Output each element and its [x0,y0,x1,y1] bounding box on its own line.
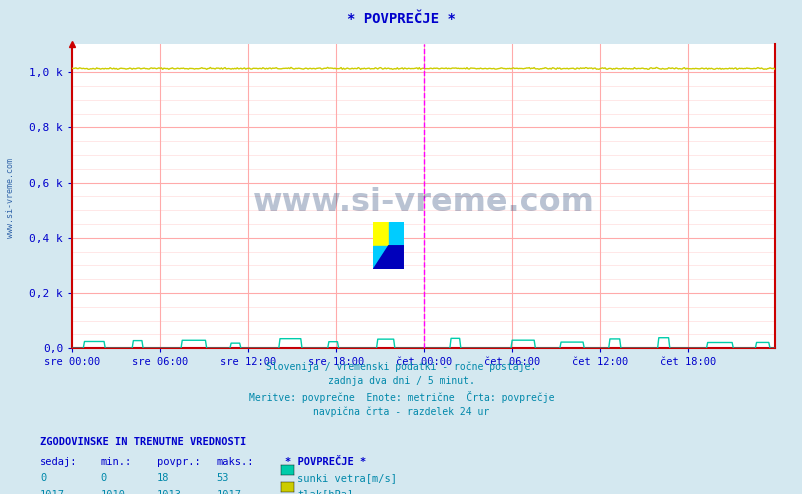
Text: 0: 0 [100,473,107,483]
Text: maks.:: maks.: [217,457,254,467]
Polygon shape [373,246,388,269]
Text: povpr.:: povpr.: [156,457,200,467]
Text: 1010: 1010 [100,490,125,494]
Text: 0: 0 [40,473,47,483]
Text: min.:: min.: [100,457,132,467]
Bar [388,222,403,246]
Text: ZGODOVINSKE IN TRENUTNE VREDNOSTI: ZGODOVINSKE IN TRENUTNE VREDNOSTI [40,437,246,447]
Text: tlak[hPa]: tlak[hPa] [297,490,353,494]
Text: 53: 53 [217,473,229,483]
Text: www.si-vreme.com: www.si-vreme.com [6,158,15,238]
Text: * POVPREČJE *: * POVPREČJE * [346,12,456,26]
Text: sunki vetra[m/s]: sunki vetra[m/s] [297,473,397,483]
Text: Slovenija / vremenski podatki - ročne postaje.: Slovenija / vremenski podatki - ročne po… [266,362,536,372]
Text: 1017: 1017 [40,490,65,494]
Polygon shape [373,246,403,269]
Text: zadnja dva dni / 5 minut.: zadnja dva dni / 5 minut. [328,376,474,386]
Text: navpična črta - razdelek 24 ur: navpična črta - razdelek 24 ur [313,406,489,416]
Text: * POVPREČJE *: * POVPREČJE * [285,457,366,467]
Text: Meritve: povprečne  Enote: metrične  Črta: povprečje: Meritve: povprečne Enote: metrične Črta:… [249,391,553,403]
Text: 1013: 1013 [156,490,181,494]
Text: www.si-vreme.com: www.si-vreme.com [253,187,593,218]
Text: 1017: 1017 [217,490,241,494]
Text: sedaj:: sedaj: [40,457,78,467]
Bar [373,222,388,246]
Text: 18: 18 [156,473,169,483]
